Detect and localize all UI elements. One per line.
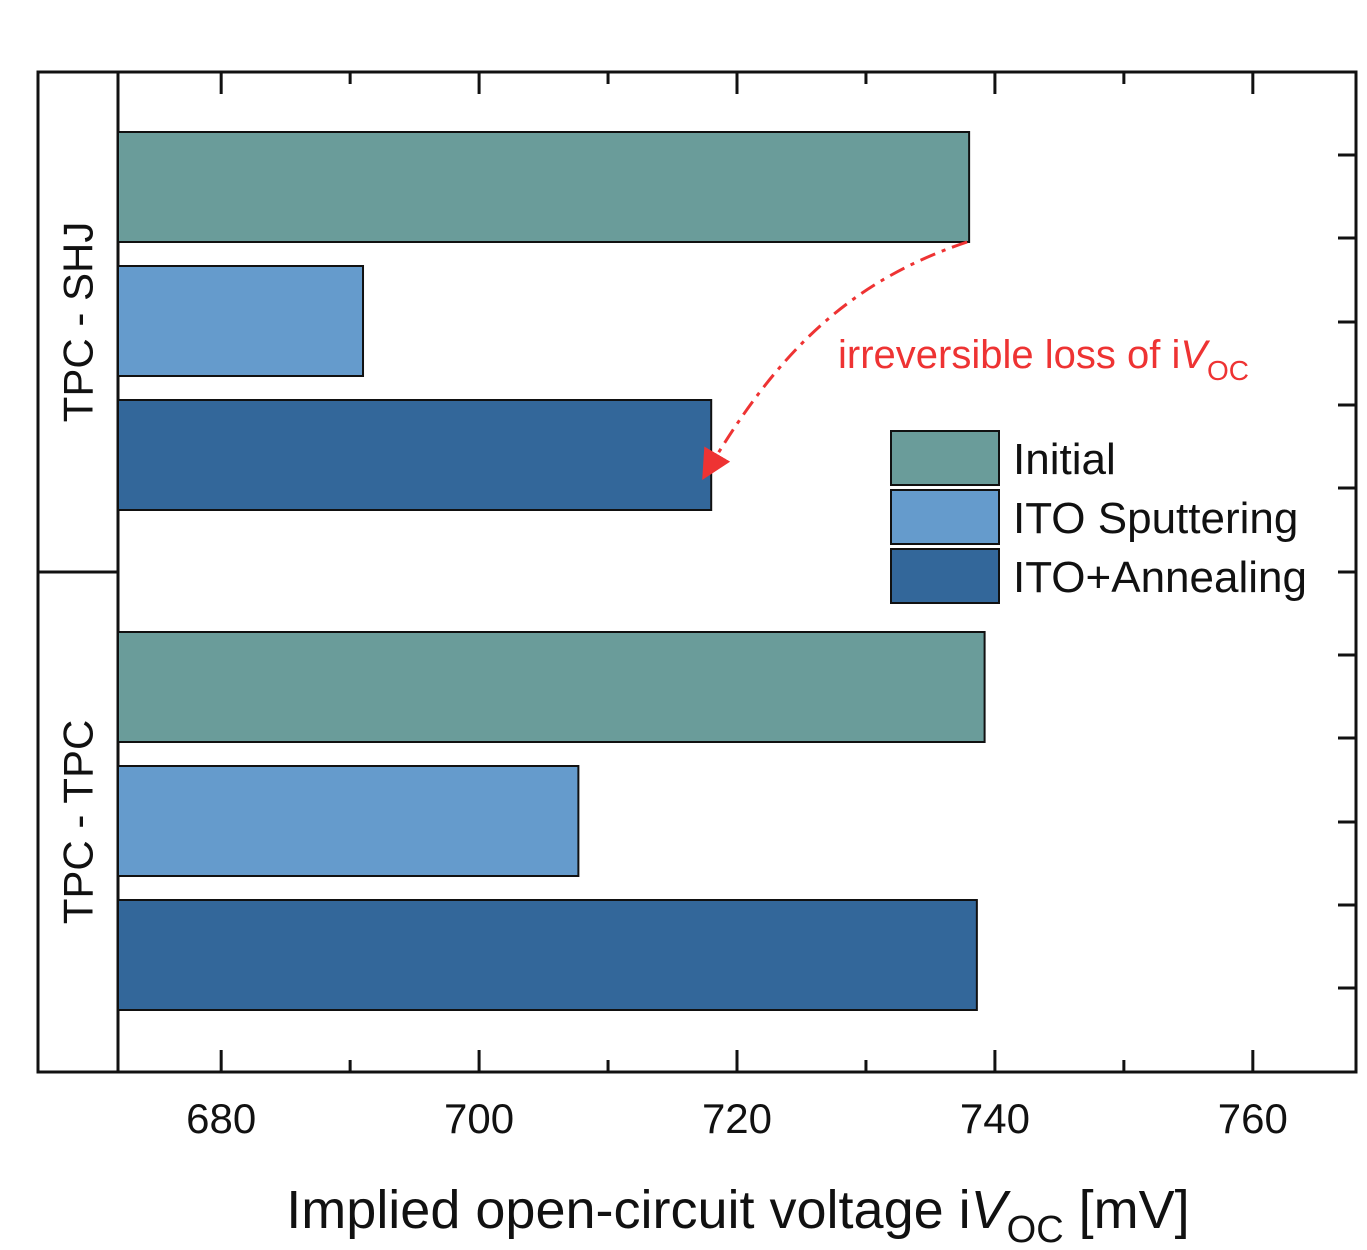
bar-2-3	[117, 899, 978, 1011]
bars	[117, 131, 986, 1011]
legend-swatch-2	[890, 489, 1000, 545]
x-axis-label: Implied open-circuit voltage iVOC [mV]	[286, 1180, 1189, 1250]
annotation-var: V	[1180, 333, 1210, 377]
x-axis-label-unit: [mV]	[1064, 1180, 1190, 1240]
axis-ticks	[118, 72, 1356, 1072]
x-tick-label-760: 760	[1218, 1095, 1288, 1142]
group-labels: TPC - SHJ TPC - TPC	[55, 222, 102, 925]
legend-swatch-3	[890, 548, 1000, 604]
x-tick-labels: 680 700 720 740 760	[186, 1095, 1288, 1142]
annotation-sub: OC	[1207, 355, 1249, 386]
bar-1-1	[117, 131, 971, 243]
bar-2-2	[117, 765, 580, 877]
bar-2-1	[117, 631, 986, 743]
bar-1-3	[117, 399, 713, 511]
x-tick-label-720: 720	[702, 1095, 772, 1142]
annotation-arrow	[702, 240, 968, 480]
x-axis-label-main: Implied open-circuit voltage i	[286, 1180, 970, 1240]
annotation-label: irreversible loss of iVOC	[838, 333, 1249, 386]
x-tick-label-740: 740	[960, 1095, 1030, 1142]
x-tick-label-680: 680	[186, 1095, 256, 1142]
annotation-main: irreversible loss of i	[838, 333, 1180, 377]
legend-label-1: Initial	[1013, 435, 1116, 484]
legend-label-2: ITO Sputtering	[1013, 494, 1298, 543]
legend: Initial ITO Sputtering ITO+Annealing	[890, 430, 1307, 604]
x-axis-label-var: V	[971, 1180, 1012, 1240]
bar-1-2	[117, 265, 365, 377]
legend-label-3: ITO+Annealing	[1013, 553, 1307, 602]
x-tick-label-700: 700	[444, 1095, 514, 1142]
group-label-1: TPC - SHJ	[55, 222, 102, 423]
legend-swatch-1	[890, 430, 1000, 486]
group-label-2: TPC - TPC	[55, 720, 102, 925]
x-axis-label-sub: OC	[1007, 1209, 1064, 1250]
